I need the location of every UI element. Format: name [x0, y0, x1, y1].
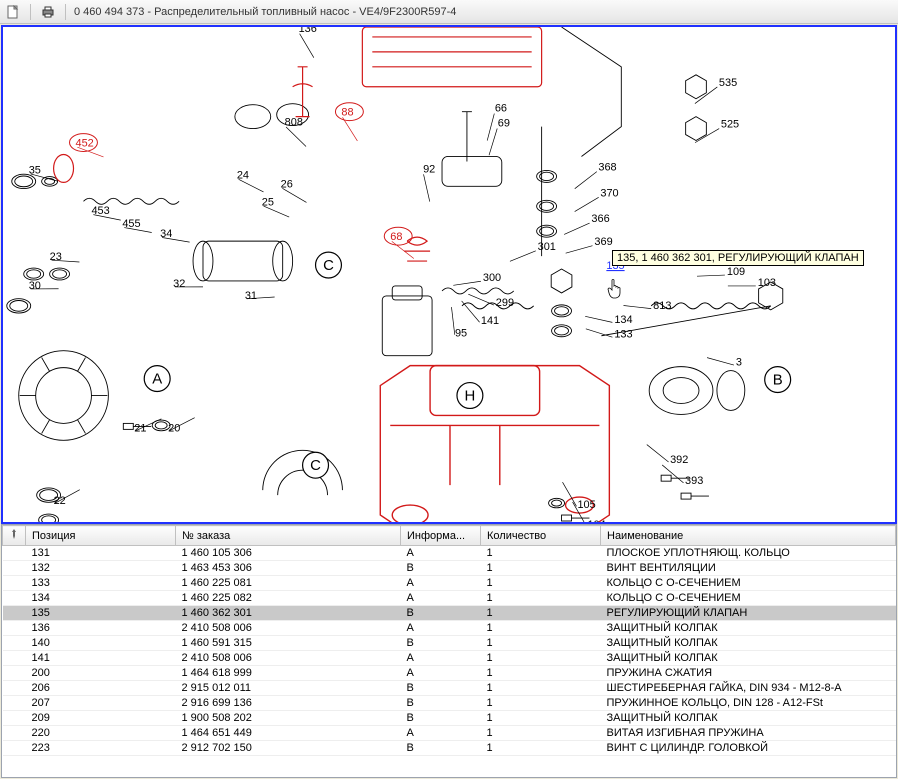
svg-text:C: C	[310, 457, 321, 474]
toolbar: 0 460 494 373 - Распределительный топлив…	[0, 0, 898, 24]
part-tooltip: 135, 1 460 362 301, РЕГУЛИРУЮЩИЙ КЛАПАН	[612, 250, 864, 266]
table-row[interactable]: 1412 410 508 006A1ЗАЩИТНЫЙ КОЛПАК	[3, 651, 896, 666]
svg-text:3: 3	[736, 357, 742, 369]
svg-text:32: 32	[173, 278, 185, 290]
table-row[interactable]: 1362 410 508 006A1ЗАЩИТНЫЙ КОЛПАК	[3, 621, 896, 636]
svg-text:H: H	[465, 387, 476, 404]
svg-text:20: 20	[168, 422, 180, 434]
svg-text:A: A	[152, 371, 162, 388]
svg-text:69: 69	[498, 118, 510, 130]
col-order[interactable]: № заказа	[176, 526, 401, 546]
table-row[interactable]: 1321 463 453 306B1ВИНТ ВЕНТИЛЯЦИИ	[3, 561, 896, 576]
svg-text:452: 452	[76, 138, 94, 150]
table-body: 1311 460 105 306A1ПЛОСКОЕ УПЛОТНЯЮЩ. КОЛ…	[3, 546, 896, 756]
svg-text:24: 24	[237, 169, 249, 181]
page-title: 0 460 494 373 - Распределительный топлив…	[74, 6, 456, 18]
svg-text:B: B	[773, 372, 783, 389]
svg-text:392: 392	[670, 454, 688, 466]
table-row[interactable]: 2232 912 702 150B1ВИНТ С ЦИЛИНДР. ГОЛОВК…	[3, 741, 896, 756]
col-qty[interactable]: Количество	[481, 526, 601, 546]
svg-text:453: 453	[91, 205, 109, 217]
table-row[interactable]: 1351 460 362 301B1РЕГУЛИРУЮЩИЙ КЛАПАН	[3, 606, 896, 621]
svg-text:22: 22	[54, 495, 66, 507]
svg-text:136: 136	[299, 27, 317, 35]
table-row[interactable]: 1331 460 225 081A1КОЛЬЦО С О-СЕЧЕНИЕМ	[3, 576, 896, 591]
table-row[interactable]: 2091 900 508 202B1ЗАЩИТНЫЙ КОЛПАК	[3, 711, 896, 726]
diagram-svg[interactable]: A B C C H 136 808 35 453 455 34 32 31 23 30 22 21 20 26 24 2…	[3, 27, 895, 522]
diagram-panel[interactable]: A B C C H 136 808 35 453 455 34 32 31 23 30 22 21 20 26 24 2…	[1, 25, 897, 524]
svg-text:134: 134	[614, 314, 632, 326]
separator	[30, 4, 31, 20]
svg-text:68: 68	[390, 231, 402, 243]
svg-text:369: 369	[594, 236, 612, 248]
svg-text:301: 301	[538, 241, 556, 253]
svg-text:35: 35	[29, 164, 41, 176]
svg-text:95: 95	[455, 328, 467, 340]
table-row[interactable]: 2072 916 699 136B1ПРУЖИННОЕ КОЛЬЦО, DIN …	[3, 696, 896, 711]
svg-text:103: 103	[758, 277, 776, 289]
svg-text:393: 393	[685, 475, 703, 487]
new-doc-icon[interactable]	[4, 3, 22, 21]
svg-text:370: 370	[600, 187, 618, 199]
svg-text:535: 535	[719, 77, 737, 89]
svg-text:21: 21	[134, 422, 146, 434]
app-window: 0 460 494 373 - Распределительный топлив…	[0, 0, 898, 779]
svg-text:299: 299	[496, 297, 514, 309]
table-row[interactable]: 2062 915 012 011B1ШЕСТИРЕБЕРНАЯ ГАЙКА, D…	[3, 681, 896, 696]
print-icon[interactable]	[39, 3, 57, 21]
hand-cursor-icon	[605, 278, 625, 303]
content-area: A B C C H 136 808 35 453 455 34 32 31 23 30 22 21 20 26 24 2…	[0, 24, 898, 779]
separator	[65, 4, 66, 20]
svg-text:133: 133	[614, 329, 632, 341]
svg-text:813: 813	[653, 300, 671, 312]
svg-text:105: 105	[577, 499, 595, 511]
table-row[interactable]: 2001 464 618 999A1ПРУЖИНА СЖАТИЯ	[3, 666, 896, 681]
svg-text:30: 30	[29, 280, 41, 292]
svg-text:31: 31	[245, 290, 257, 302]
col-position[interactable]: Позиция	[26, 526, 176, 546]
col-info[interactable]: Информа...	[401, 526, 481, 546]
svg-text:26: 26	[281, 178, 293, 190]
svg-text:C: C	[323, 257, 334, 274]
table-row[interactable]: 1401 460 591 315B1ЗАЩИТНЫЙ КОЛПАК	[3, 636, 896, 651]
svg-text:525: 525	[721, 119, 739, 131]
svg-text:92: 92	[423, 163, 435, 175]
table-row[interactable]: 1311 460 105 306A1ПЛОСКОЕ УПЛОТНЯЮЩ. КОЛ…	[3, 546, 896, 561]
svg-text:104: 104	[587, 519, 605, 522]
svg-text:66: 66	[495, 103, 507, 115]
table-row[interactable]: 1341 460 225 082A1КОЛЬЦО С О-СЕЧЕНИЕМ	[3, 591, 896, 606]
svg-text:25: 25	[262, 196, 274, 208]
svg-text:23: 23	[50, 251, 62, 263]
svg-text:88: 88	[341, 107, 353, 119]
svg-text:455: 455	[122, 218, 140, 230]
col-pin[interactable]	[3, 526, 26, 546]
parts-table-panel: Позиция № заказа Информа... Количество Н…	[1, 524, 897, 778]
svg-text:300: 300	[483, 272, 501, 284]
svg-text:808: 808	[285, 117, 303, 129]
table-row[interactable]: 2201 464 651 449A1ВИТАЯ ИЗГИБНАЯ ПРУЖИНА	[3, 726, 896, 741]
svg-text:109: 109	[727, 266, 745, 278]
parts-table: Позиция № заказа Информа... Количество Н…	[2, 525, 896, 756]
svg-text:34: 34	[160, 228, 172, 240]
svg-text:368: 368	[598, 161, 616, 173]
svg-text:366: 366	[591, 213, 609, 225]
col-name[interactable]: Наименование	[601, 526, 896, 546]
svg-text:141: 141	[481, 315, 499, 327]
